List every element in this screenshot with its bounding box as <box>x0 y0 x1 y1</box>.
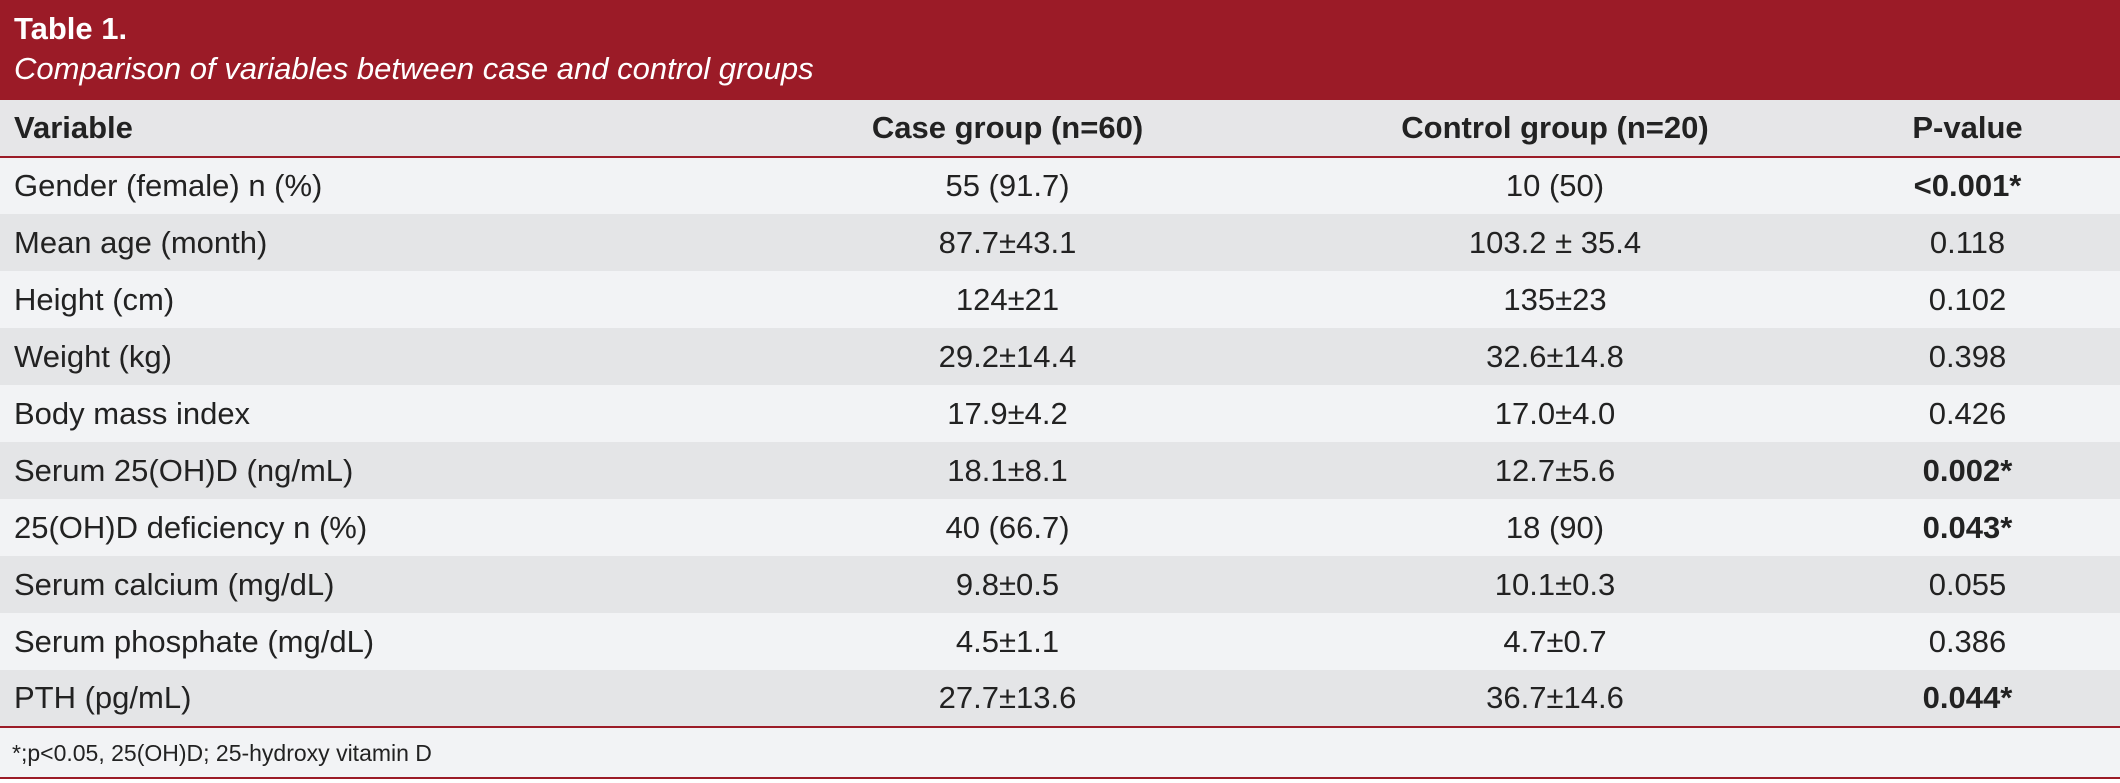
cell-variable: Serum phosphate (mg/dL) <box>0 613 720 670</box>
cell-control-group: 18 (90) <box>1295 499 1815 556</box>
column-header-p-value: P-value <box>1815 100 2120 158</box>
cell-case-group: 29.2±14.4 <box>720 328 1295 385</box>
cell-p-value: 0.002* <box>1815 442 2120 499</box>
column-header-control-group: Control group (n=20) <box>1295 100 1815 158</box>
table-row: Gender (female) n (%) 55 (91.7) 10 (50) <0.… <box>0 157 2120 214</box>
table-header-row: Variable Case group (n=60) Control group… <box>0 100 2120 158</box>
cell-p-value: 0.043* <box>1815 499 2120 556</box>
cell-control-group: 10.1±0.3 <box>1295 556 1815 613</box>
cell-p-value: 0.386 <box>1815 613 2120 670</box>
cell-variable: Gender (female) n (%) <box>0 157 720 214</box>
cell-p-value: 0.102 <box>1815 271 2120 328</box>
cell-variable: Body mass index <box>0 385 720 442</box>
cell-p-value: 0.044* <box>1815 670 2120 728</box>
cell-p-value: 0.118 <box>1815 214 2120 271</box>
column-header-case-group: Case group (n=60) <box>720 100 1295 158</box>
cell-case-group: 87.7±43.1 <box>720 214 1295 271</box>
cell-control-group: 103.2 ± 35.4 <box>1295 214 1815 271</box>
cell-case-group: 27.7±13.6 <box>720 670 1295 728</box>
cell-control-group: 17.0±4.0 <box>1295 385 1815 442</box>
cell-p-value: 0.398 <box>1815 328 2120 385</box>
cell-control-group: 36.7±14.6 <box>1295 670 1815 728</box>
cell-control-group: 4.7±0.7 <box>1295 613 1815 670</box>
column-header-variable: Variable <box>0 100 720 158</box>
cell-variable: Height (cm) <box>0 271 720 328</box>
table-row: Mean age (month) 87.7±43.1 103.2 ± 35.4 0.1… <box>0 214 2120 271</box>
cell-case-group: 9.8±0.5 <box>720 556 1295 613</box>
cell-variable: Mean age (month) <box>0 214 720 271</box>
cell-variable: Serum 25(OH)D (ng/mL) <box>0 442 720 499</box>
table-header-band: Table 1. Comparison of variables between… <box>0 0 2120 100</box>
table-row: Serum calcium (mg/dL) 9.8±0.5 10.1±0.3 0.05… <box>0 556 2120 613</box>
table-row: Serum phosphate (mg/dL) 4.5±1.1 4.7±0.7 0.3… <box>0 613 2120 670</box>
cell-case-group: 55 (91.7) <box>720 157 1295 214</box>
cell-case-group: 40 (66.7) <box>720 499 1295 556</box>
cell-control-group: 10 (50) <box>1295 157 1815 214</box>
table-row: 25(OH)D deficiency n (%) 40 (66.7) 18 (90)… <box>0 499 2120 556</box>
table-row: Body mass index 17.9±4.2 17.0±4.0 0.426 <box>0 385 2120 442</box>
cell-variable: Weight (kg) <box>0 328 720 385</box>
cell-case-group: 124±21 <box>720 271 1295 328</box>
table-row: Serum 25(OH)D (ng/mL) 18.1±8.1 12.7±5.6 0.0… <box>0 442 2120 499</box>
cell-control-group: 135±23 <box>1295 271 1815 328</box>
comparison-table: Variable Case group (n=60) Control group… <box>0 100 2120 728</box>
cell-variable: Serum calcium (mg/dL) <box>0 556 720 613</box>
table-title: Table 1. <box>14 11 128 46</box>
cell-control-group: 12.7±5.6 <box>1295 442 1815 499</box>
cell-p-value: <0.001* <box>1815 157 2120 214</box>
cell-p-value: 0.055 <box>1815 556 2120 613</box>
cell-control-group: 32.6±14.8 <box>1295 328 1815 385</box>
cell-p-value: 0.426 <box>1815 385 2120 442</box>
table-row: Weight (kg) 29.2±14.4 32.6±14.8 0.398 <box>0 328 2120 385</box>
cell-variable: PTH (pg/mL) <box>0 670 720 728</box>
cell-case-group: 18.1±8.1 <box>720 442 1295 499</box>
table-row: Height (cm) 124±21 135±23 0.102 <box>0 271 2120 328</box>
table-row: PTH (pg/mL) 27.7±13.6 36.7±14.6 0.044* <box>0 670 2120 728</box>
cell-case-group: 4.5±1.1 <box>720 613 1295 670</box>
cell-variable: 25(OH)D deficiency n (%) <box>0 499 720 556</box>
table-subtitle: Comparison of variables between case and… <box>14 51 814 86</box>
cell-case-group: 17.9±4.2 <box>720 385 1295 442</box>
table-footnote: *;p<0.05, 25(OH)D; 25-hydroxy vitamin D <box>0 728 2120 779</box>
